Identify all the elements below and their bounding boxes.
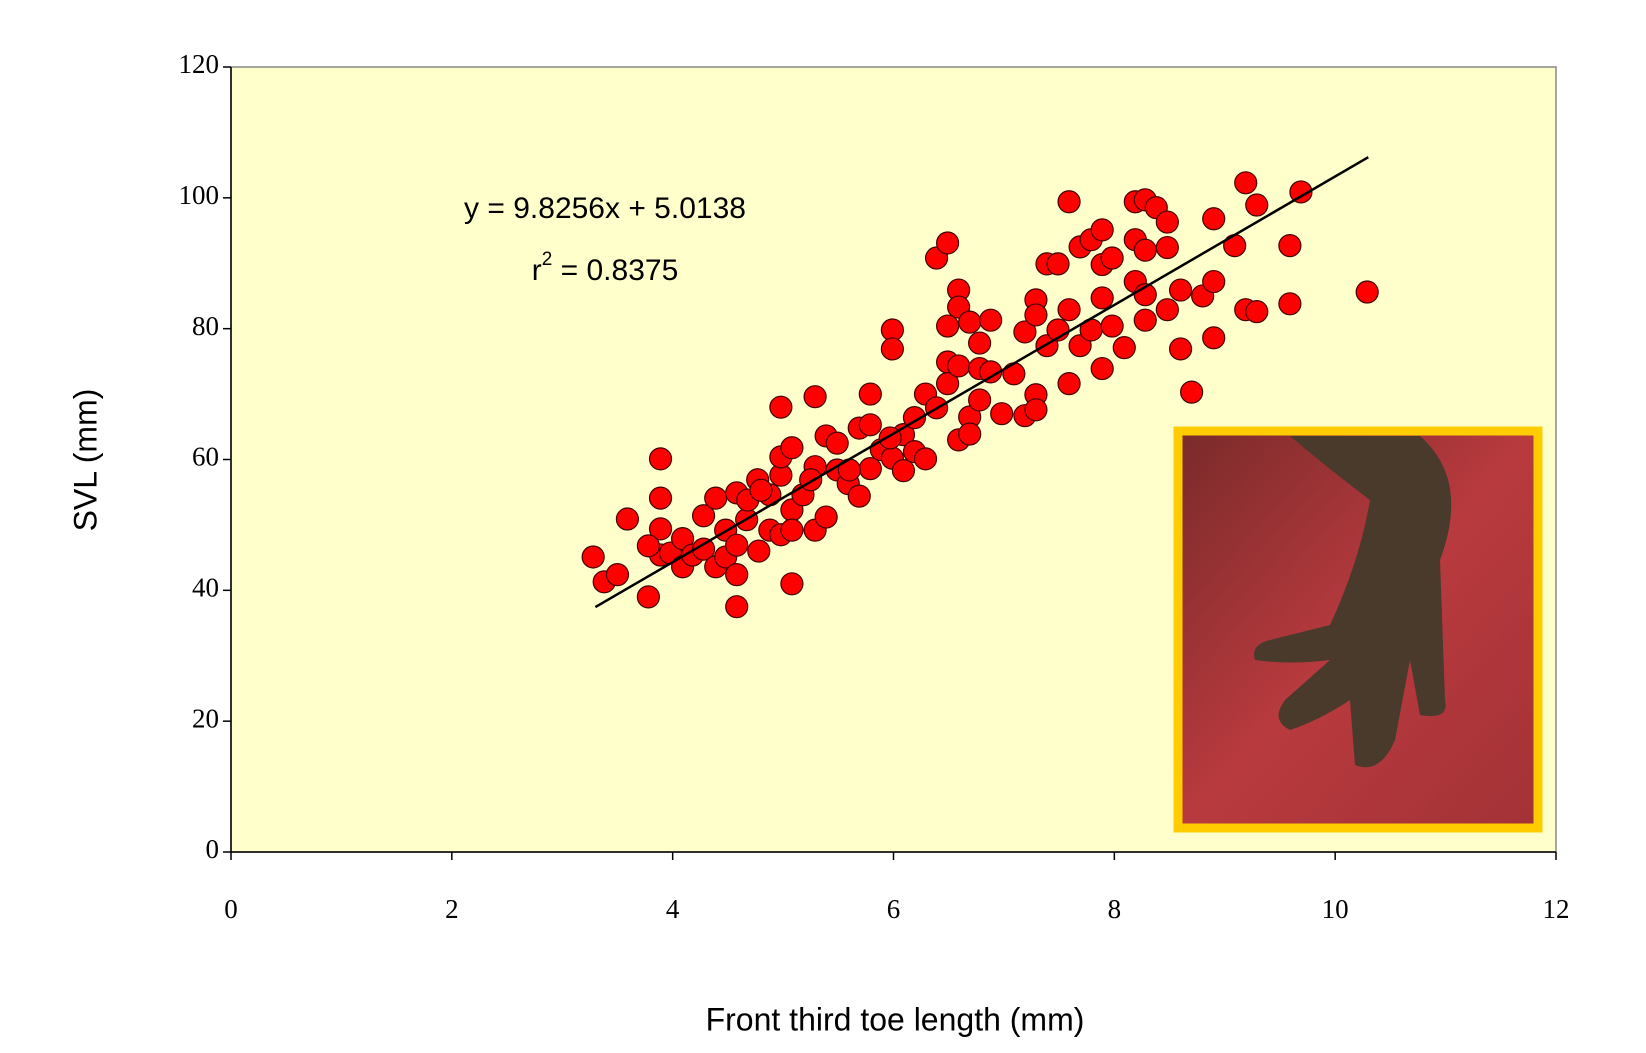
y-tick-label: 80 <box>192 311 219 341</box>
point <box>1002 362 1026 386</box>
y-tick-label: 40 <box>192 573 219 603</box>
point <box>837 458 861 482</box>
point <box>648 447 673 471</box>
point <box>825 431 849 455</box>
point <box>648 517 673 541</box>
point <box>1202 269 1226 294</box>
point <box>581 545 605 569</box>
point <box>1168 278 1193 302</box>
r-superscript: 2 <box>542 249 553 270</box>
point <box>747 539 771 563</box>
point <box>1046 252 1070 276</box>
r-squared: r2 = 0.8375 <box>532 249 679 287</box>
point <box>913 447 938 471</box>
y-tick-label: 100 <box>179 180 220 210</box>
point <box>858 457 882 481</box>
point <box>1223 233 1247 258</box>
point <box>1289 180 1313 204</box>
y-tick-label: 20 <box>192 703 219 733</box>
point <box>1090 286 1114 310</box>
point <box>1100 314 1124 338</box>
point <box>1245 193 1269 217</box>
point <box>780 572 804 596</box>
point <box>725 595 749 619</box>
x-tick-label: 6 <box>887 894 901 924</box>
point <box>1057 190 1081 214</box>
point <box>1202 326 1226 350</box>
point <box>936 372 960 396</box>
point <box>780 436 804 460</box>
trendline <box>594 156 1369 609</box>
point <box>636 585 660 609</box>
point <box>936 231 960 255</box>
x-tick-label: 2 <box>445 894 459 924</box>
r-value: = 0.8375 <box>552 254 678 287</box>
point <box>1202 207 1226 231</box>
x-tick-label: 8 <box>1108 894 1122 924</box>
point <box>1168 337 1193 361</box>
point <box>1100 246 1124 270</box>
point <box>958 310 982 334</box>
point <box>880 337 904 361</box>
point <box>1090 356 1114 381</box>
point <box>615 507 639 531</box>
x-tick-label: 0 <box>224 894 238 924</box>
point <box>1133 308 1157 332</box>
inset-photo <box>1173 426 1543 833</box>
point <box>891 459 916 483</box>
point <box>1155 298 1179 322</box>
point <box>1278 233 1302 258</box>
point <box>1234 171 1258 195</box>
x-tick-label: 10 <box>1322 894 1349 924</box>
x-tick-label: 12 <box>1543 894 1570 924</box>
x-axis-title: Front third toe length (mm) <box>706 1001 1085 1037</box>
point <box>1057 372 1081 396</box>
point <box>605 563 630 587</box>
point <box>780 518 804 542</box>
point <box>1057 298 1081 322</box>
point <box>1068 334 1092 358</box>
point <box>1024 398 1048 422</box>
point <box>1155 210 1179 234</box>
point <box>1278 292 1302 316</box>
y-tick-label: 0 <box>206 834 220 864</box>
point <box>1013 320 1037 344</box>
point <box>814 505 838 529</box>
point <box>749 478 773 502</box>
point <box>968 331 992 355</box>
point <box>1112 336 1136 360</box>
point <box>648 486 673 510</box>
point <box>691 504 716 528</box>
point <box>803 385 827 409</box>
point <box>1133 238 1157 262</box>
point <box>704 486 728 510</box>
point <box>979 308 1003 332</box>
point <box>1155 235 1179 260</box>
point <box>936 314 960 338</box>
point <box>725 563 749 587</box>
point <box>1245 300 1269 324</box>
point <box>858 382 882 406</box>
r-base: r <box>532 254 542 287</box>
x-tick-label: 4 <box>666 894 680 924</box>
y-tick-label: 120 <box>179 49 220 79</box>
equation: y = 9.8256x + 5.0138 <box>464 192 746 225</box>
point <box>947 354 971 378</box>
point <box>1355 280 1379 304</box>
point <box>725 533 749 557</box>
point <box>958 422 982 446</box>
y-tick-label: 60 <box>192 442 219 472</box>
point <box>847 484 871 508</box>
point <box>858 413 882 437</box>
point <box>990 402 1014 426</box>
point <box>636 534 660 558</box>
point <box>1024 303 1048 327</box>
point <box>968 388 992 412</box>
y-axis-title: SVL (mm) <box>67 389 103 532</box>
point <box>1180 380 1204 404</box>
point <box>1090 218 1114 242</box>
point <box>769 395 793 419</box>
